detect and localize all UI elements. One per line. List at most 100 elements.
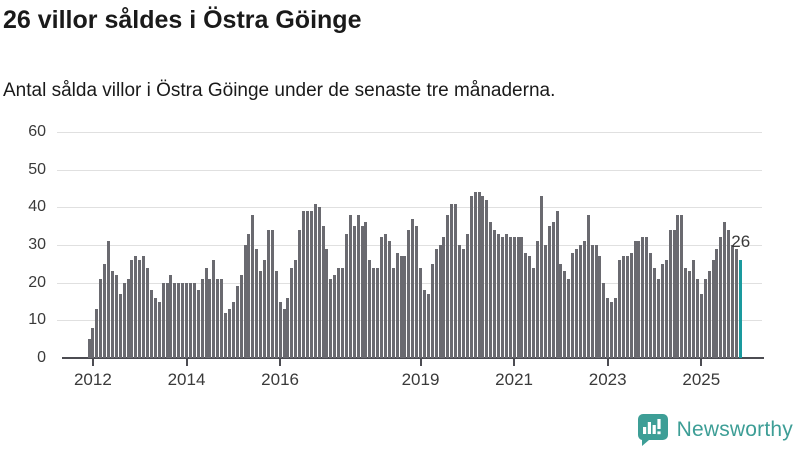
bar (504, 233, 508, 358)
y-axis-label: 0 (37, 349, 46, 366)
bar (344, 233, 348, 358)
bar (263, 260, 266, 358)
bar (582, 241, 586, 358)
bar (454, 203, 458, 358)
bar (656, 278, 660, 358)
bar (251, 214, 255, 358)
bar (356, 214, 360, 358)
bar (173, 282, 177, 358)
bar (387, 241, 391, 358)
gridline (57, 207, 762, 209)
bar (489, 222, 493, 358)
bar (333, 275, 337, 358)
bar (426, 293, 430, 358)
bar (149, 290, 153, 358)
bar (458, 245, 461, 358)
bar (610, 301, 614, 358)
brand-footer: Newsworthy (636, 413, 793, 447)
bar (305, 211, 309, 358)
chart-title: 26 villor såldes i Östra Göinge (3, 6, 362, 34)
bar (645, 237, 649, 358)
bar (653, 267, 656, 358)
bar (196, 290, 200, 358)
bar (672, 229, 676, 358)
bar (157, 301, 161, 358)
bar (543, 245, 547, 358)
bar (321, 226, 325, 358)
bar (325, 248, 329, 358)
bar (707, 271, 711, 358)
bar (134, 256, 138, 358)
bar (290, 267, 294, 358)
x-axis-label: 2012 (73, 370, 112, 389)
bar (734, 248, 738, 358)
bar (403, 256, 407, 358)
x-axis-label: 2014 (167, 370, 206, 389)
bar (434, 248, 438, 358)
bar (169, 275, 173, 358)
bar (227, 309, 231, 358)
bar (602, 282, 606, 358)
y-axis-label: 10 (28, 311, 46, 329)
bar (731, 245, 734, 358)
bar (477, 192, 481, 358)
bar (231, 301, 235, 358)
bar (99, 278, 103, 358)
bar (282, 309, 286, 358)
bar (680, 214, 684, 358)
x-axis-label: 2019 (401, 370, 440, 389)
chart-subtitle: Antal sålda villor i Östra Göinge under … (3, 80, 556, 101)
bar (329, 278, 333, 358)
bar (536, 241, 539, 358)
bar (508, 237, 512, 358)
bar (461, 248, 465, 358)
bar (87, 339, 91, 358)
bar (270, 229, 274, 358)
bar (216, 278, 220, 358)
bar (146, 267, 149, 358)
y-axis-label: 50 (28, 160, 46, 178)
bar (516, 237, 520, 358)
bar (598, 256, 602, 358)
bar (317, 207, 321, 358)
bar (126, 278, 130, 358)
bar (711, 260, 715, 358)
y-axis-label: 40 (28, 198, 46, 216)
bar (563, 271, 567, 358)
x-axis-tick (279, 359, 282, 366)
bar (341, 267, 344, 358)
bar (95, 309, 99, 358)
bar (337, 267, 341, 358)
bar (103, 263, 107, 358)
bar (348, 214, 352, 358)
bar (286, 297, 290, 358)
y-axis-label: 60 (28, 123, 46, 140)
bar (500, 237, 504, 358)
bar (695, 278, 699, 358)
bar (142, 256, 146, 358)
bar (532, 267, 536, 358)
bar (278, 301, 282, 358)
bar (606, 297, 610, 358)
gridline (57, 132, 762, 133)
bar (376, 267, 380, 358)
x-axis-label: 2023 (588, 370, 627, 389)
x-axis-label: 2016 (261, 370, 299, 389)
x-axis-tick (419, 359, 422, 366)
bar (422, 290, 426, 358)
bar (723, 222, 727, 358)
bar (485, 199, 489, 358)
bar (641, 237, 645, 358)
bar (235, 286, 239, 358)
bar (368, 260, 372, 358)
bar (107, 241, 110, 358)
bar (692, 260, 695, 358)
x-axis-line (62, 357, 764, 359)
bar (481, 196, 485, 358)
bar (559, 263, 563, 358)
bar (91, 327, 95, 358)
bar (528, 256, 532, 358)
bar (703, 278, 707, 358)
bar (204, 267, 208, 358)
bar (493, 229, 497, 358)
